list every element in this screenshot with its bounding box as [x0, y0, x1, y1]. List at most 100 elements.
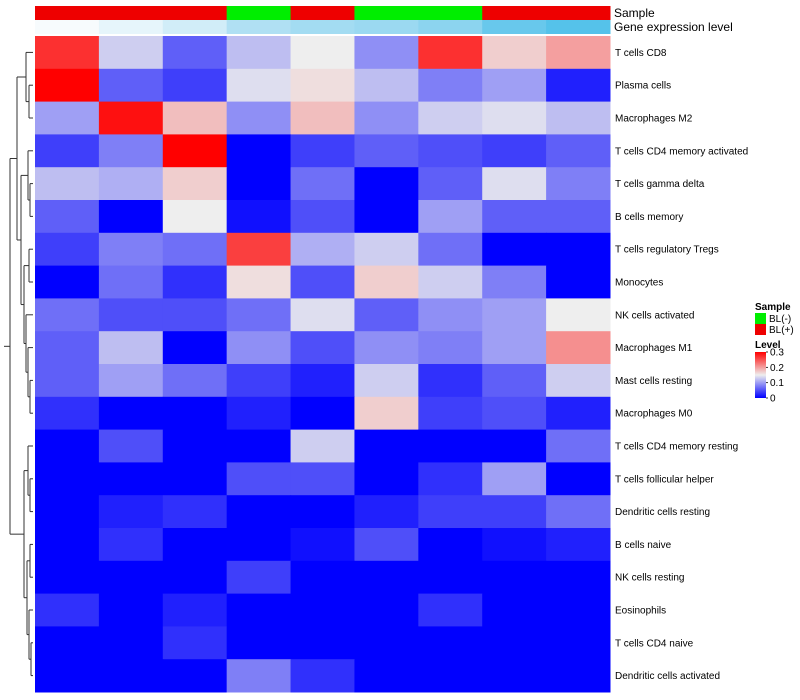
heatmap-cell: [162, 593, 228, 627]
heatmap-cell: [226, 200, 292, 234]
heatmap-cell: [418, 232, 483, 267]
heatmap-cell: [482, 626, 547, 660]
legend-level-colorbar: [755, 352, 766, 398]
heatmap-cell: [482, 200, 547, 234]
heatmap-cell: [35, 265, 100, 299]
heatmap-cell: [290, 232, 355, 267]
heatmap-cell: [226, 659, 292, 693]
annotation-sample-cell: [418, 6, 483, 20]
annotation-expression-cell: [35, 20, 100, 34]
heatmap-cell: [290, 101, 355, 135]
heatmap-cell: [482, 331, 547, 365]
heatmap-cell: [98, 101, 164, 135]
heatmap-cell: [354, 134, 419, 168]
heatmap-cell: [354, 265, 419, 299]
heatmap-cell: [98, 659, 164, 693]
heatmap-cell: [162, 68, 228, 103]
legend-sample-label: BL(-): [769, 314, 791, 325]
heatmap-cell: [354, 68, 419, 103]
row-label: T cells CD4 naive: [615, 638, 694, 649]
heatmap-cell: [546, 134, 611, 168]
heatmap-cell: [98, 265, 164, 299]
heatmap-cell: [35, 659, 100, 693]
heatmap-cell: [226, 560, 292, 595]
heatmap-cell: [354, 200, 419, 234]
heatmap-cell: [98, 364, 164, 398]
annotation-sample-cell: [98, 6, 164, 20]
heatmap-cell: [546, 396, 611, 431]
row-label: B cells naive: [615, 540, 672, 551]
heatmap-cell: [35, 495, 100, 529]
heatmap-cell: [290, 134, 355, 168]
row-label: Monocytes: [615, 278, 663, 289]
heatmap-cell: [354, 232, 419, 267]
annotation-expression-cell: [418, 20, 483, 34]
heatmap-cell: [226, 462, 292, 496]
legend-level-tick-label: 0.1: [770, 378, 784, 389]
heatmap-cell: [290, 528, 355, 562]
heatmap-cell: [482, 265, 547, 299]
heatmap-cell: [35, 626, 100, 660]
heatmap-cell: [98, 495, 164, 529]
heatmap-cell: [226, 134, 292, 168]
annotation-expression-cell: [162, 20, 228, 34]
heatmap-cell: [418, 528, 483, 562]
heatmap-cell: [226, 364, 292, 398]
heatmap-cell: [98, 232, 164, 267]
annotation-sample-cell: [226, 6, 292, 20]
heatmap-cell: [162, 36, 228, 70]
heatmap-cell: [546, 101, 611, 135]
heatmap-cell: [98, 429, 164, 463]
heatmap-cell: [226, 429, 292, 463]
row-label: T cells follicular helper: [615, 474, 714, 485]
legend-sample-label: BL(+): [769, 325, 794, 336]
heatmap-cell: [290, 200, 355, 234]
heatmap-cell: [162, 232, 228, 267]
heatmap-cell: [546, 364, 611, 398]
heatmap-cell: [290, 68, 355, 103]
heatmap-cell: [290, 495, 355, 529]
heatmap-cell: [354, 396, 419, 431]
heatmap-cell: [546, 200, 611, 234]
heatmap-cell: [482, 593, 547, 627]
heatmap-cell: [98, 331, 164, 365]
row-label: T cells CD4 memory resting: [615, 442, 738, 453]
heatmap-cell: [162, 265, 228, 299]
heatmap-cell: [226, 593, 292, 627]
annotation-expression-cell: [290, 20, 355, 34]
heatmap-cell: [98, 167, 164, 201]
heatmap-cell: [418, 134, 483, 168]
heatmap-cell: [98, 560, 164, 595]
row-label: T cells CD8: [615, 48, 667, 59]
heatmap-cell: [482, 101, 547, 135]
heatmap-cell: [35, 134, 100, 168]
heatmap-cell: [35, 593, 100, 627]
legend-sample-title: Sample: [755, 302, 791, 313]
heatmap-cell: [226, 331, 292, 365]
heatmap-cell: [418, 396, 483, 431]
heatmap-cell: [290, 626, 355, 660]
heatmap-cell: [482, 36, 547, 70]
annotation-expression-cell: [98, 20, 164, 34]
legend-sample-swatch: [755, 324, 766, 335]
row-label: NK cells resting: [615, 573, 684, 584]
heatmap-cell: [418, 68, 483, 103]
heatmap-cell: [418, 36, 483, 70]
heatmap-cell: [482, 167, 547, 201]
heatmap-cell: [546, 429, 611, 463]
row-label: NK cells activated: [615, 310, 694, 321]
heatmap-cell: [418, 101, 483, 135]
heatmap-cell: [482, 528, 547, 562]
heatmap-cell: [162, 134, 228, 168]
row-label: Dendritic cells resting: [615, 507, 710, 518]
heatmap-cell: [35, 462, 100, 496]
heatmap-cell: [162, 364, 228, 398]
heatmap-cell: [418, 364, 483, 398]
heatmap-cell: [162, 560, 228, 595]
heatmap-cell: [546, 298, 611, 332]
heatmap-cell: [546, 528, 611, 562]
heatmap-cell: [546, 659, 611, 693]
heatmap-cell: [290, 265, 355, 299]
heatmap-cell: [546, 36, 611, 70]
row-label: Macrophages M2: [615, 114, 693, 125]
